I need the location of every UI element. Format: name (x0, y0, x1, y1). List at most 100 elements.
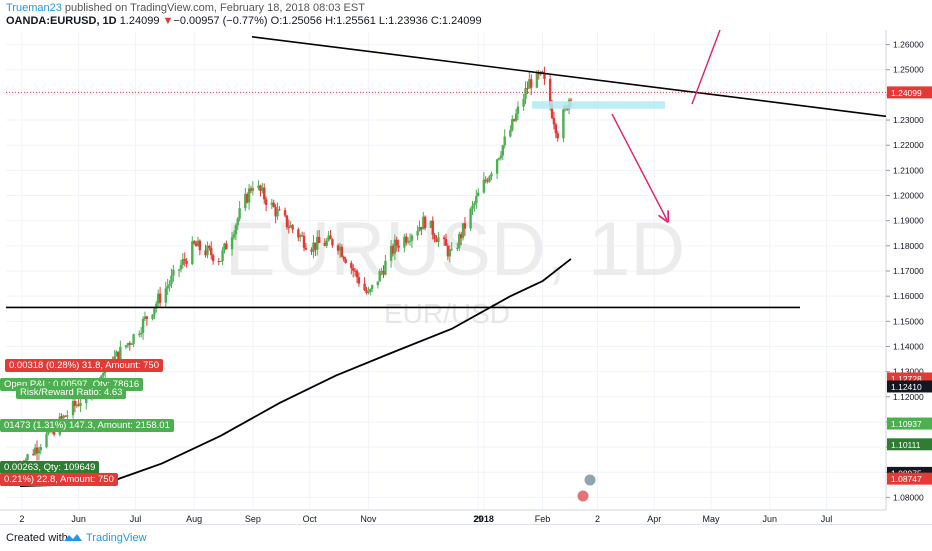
candle-body (206, 245, 209, 256)
y-tick-label: 1.25000 (893, 65, 924, 75)
y-tick-label: 1.12000 (893, 392, 924, 402)
order-tag[interactable]: 0.00263, Qty: 109649 (0, 461, 100, 474)
x-tick-label: Sep (245, 514, 261, 524)
created-with-label: Created with (6, 532, 68, 544)
order-tag[interactable]: 0.00318 (0.28%) 31.8, Amount: 750 (5, 359, 163, 372)
candle-body (526, 88, 529, 90)
x-tick-label: Jun (763, 514, 778, 524)
author-link[interactable]: Trueman23 (6, 2, 62, 14)
candle-body (183, 259, 186, 261)
candle-body (442, 237, 446, 240)
candle-body (77, 404, 80, 406)
candle-body (471, 205, 474, 209)
candle-body (420, 226, 423, 230)
candle-body (276, 209, 279, 217)
candle-body (541, 71, 544, 73)
candle-body (448, 249, 451, 257)
candle-body (378, 271, 381, 282)
candle-body (499, 155, 503, 159)
candle-body (304, 247, 308, 250)
x-tick-label: Jun (71, 514, 86, 524)
candle-body (168, 284, 171, 287)
bullish-arrow (691, 30, 721, 105)
candle-body (509, 130, 512, 137)
y-tick-label: 1.23000 (893, 115, 924, 125)
candle-body (548, 78, 552, 106)
candle-body (384, 260, 387, 275)
candle-body (458, 234, 461, 248)
change-arrow-icon: ▼ (162, 15, 174, 27)
candle-body (270, 202, 274, 205)
candle-body (225, 243, 228, 250)
price-chart[interactable]: EURUSD, 1DEUR/USD1.260001.250001.240001.… (0, 30, 932, 524)
candle-body (130, 343, 133, 345)
candle-body (495, 159, 499, 174)
candle-body (177, 269, 181, 271)
candle-body (488, 176, 491, 182)
candle-body (512, 119, 516, 121)
candle-body (456, 247, 459, 249)
candle-body (422, 216, 425, 230)
order-tag[interactable]: 01473 (1.31%) 147.3, Amount: 2158.01 (0, 419, 174, 432)
tradingview-logo-icon (64, 534, 82, 541)
candle-body (482, 179, 486, 193)
candle-body (416, 230, 419, 236)
candle-body (484, 179, 487, 181)
candle-body (408, 240, 412, 242)
candle-body (323, 242, 327, 246)
candle-body (393, 239, 397, 254)
candle-body (382, 271, 385, 275)
y-tick-label: 1.26000 (893, 40, 924, 50)
candle-body (406, 241, 410, 243)
candle-body (208, 245, 211, 249)
candle-body (331, 239, 334, 246)
order-tag[interactable]: 0.21%) 22.8, Amount: 750 (0, 473, 118, 486)
candle-body (263, 187, 266, 200)
candle-body (535, 72, 539, 88)
candle-body (550, 105, 554, 118)
price-label: 1.12728 (891, 374, 922, 384)
candle-body (196, 240, 200, 247)
candle-body (469, 208, 472, 229)
x-tick-label: Oct (303, 514, 318, 524)
candle-body (338, 246, 342, 251)
candle-body (569, 99, 573, 101)
candle-body (357, 277, 361, 284)
order-tag[interactable]: Risk/Reward Ratio: 4.63 (16, 386, 127, 399)
candle-body (403, 236, 406, 248)
candle-body (365, 290, 368, 293)
candle-body (486, 180, 489, 182)
candle-body (287, 227, 291, 229)
x-tick-label: Apr (647, 514, 661, 524)
y-tick-label: 1.08000 (893, 492, 924, 502)
candle-body (172, 269, 175, 276)
candle-body (423, 216, 427, 228)
candle-body (352, 268, 355, 271)
candle-body (79, 403, 82, 406)
candle-body (223, 243, 226, 251)
candle-body (37, 450, 41, 454)
candle-body (210, 248, 213, 256)
candle-body (157, 293, 160, 304)
candle-body (297, 229, 300, 238)
candle-body (437, 237, 440, 242)
candle-body (461, 223, 465, 239)
candle-body (251, 188, 255, 191)
candle-body (353, 270, 357, 272)
resistance-trendline (251, 35, 887, 118)
x-tick-label: 2 (19, 514, 24, 524)
tradingview-brand-link[interactable]: TradingView (86, 532, 147, 544)
candle-body (435, 239, 438, 242)
candle-body (75, 404, 78, 406)
candle-body (503, 136, 506, 146)
candle-body (562, 109, 565, 139)
candle-body (552, 117, 556, 125)
candle-body (278, 209, 281, 211)
candle-body (530, 79, 533, 88)
symbol-name: OANDA:EURUSD, 1D (6, 15, 117, 27)
candle-body (444, 239, 448, 246)
candle-body (524, 88, 527, 99)
x-tick-label: Aug (186, 514, 202, 524)
candle-body (60, 416, 63, 419)
candle-body (170, 275, 173, 285)
